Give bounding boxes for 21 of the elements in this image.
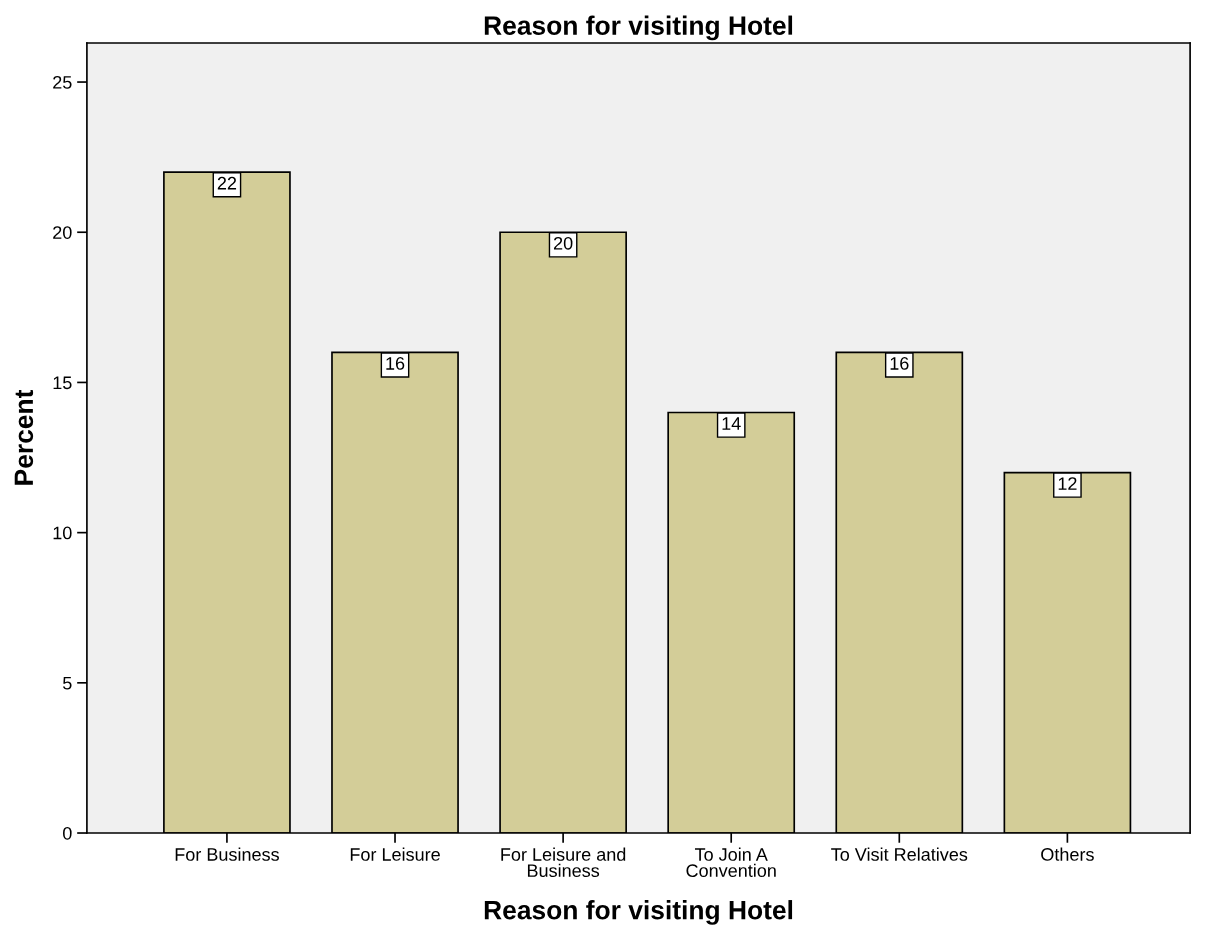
chart-title: Reason for visiting Hotel — [484, 15, 793, 41]
data-label: 12 — [1058, 477, 1077, 490]
y-tick-label: 5 — [63, 676, 72, 690]
x-tick-label: Others — [1041, 847, 1094, 861]
y-tick-label: 15 — [53, 376, 72, 390]
x-tick-label: To Join A Convention — [686, 847, 776, 878]
x-tick-label: To Visit Relatives — [831, 847, 968, 861]
y-axis-title: Percent — [14, 389, 34, 485]
y-tick-label: 0 — [62, 826, 72, 840]
x-axis-title: Reason for visiting Hotel — [484, 900, 793, 925]
data-label: 22 — [217, 176, 237, 190]
y-tick-label: 10 — [53, 526, 72, 540]
data-label: 16 — [386, 357, 405, 370]
y-tick-label: 20 — [53, 226, 72, 239]
x-tick-label: For Leisure — [350, 847, 440, 861]
data-label: 16 — [890, 357, 909, 370]
x-tick-label: For Business — [175, 847, 279, 861]
x-tick-label: For Leisure and Business — [501, 847, 626, 878]
y-tick-label: 25 — [53, 75, 72, 89]
data-label: 20 — [553, 236, 573, 250]
data-label: 14 — [722, 417, 741, 430]
